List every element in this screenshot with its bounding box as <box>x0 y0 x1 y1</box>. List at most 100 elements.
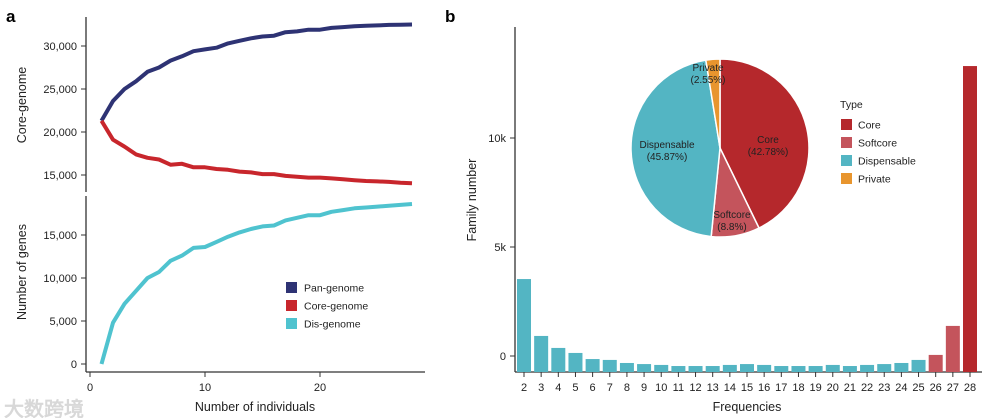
x-tick-label: 10 <box>655 382 667 394</box>
bar-21 <box>842 366 857 372</box>
y-tick-label: 5k <box>494 242 506 254</box>
y-tick-label: 15,000 <box>43 230 77 242</box>
x-tick-label: 24 <box>895 382 907 394</box>
pie-legend-label: Private <box>858 174 891 186</box>
bar-16 <box>757 364 772 372</box>
legend-label: Pan-genome <box>304 283 364 295</box>
x-tick-label: 11 <box>673 382 684 394</box>
pie-legend-title: Type <box>840 99 863 111</box>
series-line-dis-genome <box>99 202 413 365</box>
y-tick-label: 0 <box>71 359 77 371</box>
bar-9 <box>637 364 652 372</box>
x-tick-label: 19 <box>809 382 821 394</box>
x-tick-label: 10 <box>199 382 211 394</box>
x-tick-label: 28 <box>964 382 976 394</box>
pie-pct-core: (42.78%) <box>748 147 789 158</box>
pie-label-private: Private <box>692 63 724 74</box>
panel-label-a: a <box>6 7 16 26</box>
bar-20 <box>825 364 840 372</box>
pie-pct-private: (2.55%) <box>690 75 725 86</box>
x-tick-label: 13 <box>707 382 719 394</box>
legend-label: Dis-genome <box>304 319 361 331</box>
x-tick-label: 2 <box>521 382 527 394</box>
y-tick-label: 0 <box>500 351 506 363</box>
pie-slice-dispensable <box>630 59 721 238</box>
bar-14 <box>722 364 737 372</box>
bar-18 <box>791 366 806 372</box>
x-tick-label: 6 <box>590 382 596 394</box>
bar-28 <box>963 66 977 372</box>
x-tick-label: 22 <box>861 382 873 394</box>
bar-12 <box>688 366 703 372</box>
y-axis-title: Family number <box>465 159 479 242</box>
x-tick-label: 4 <box>555 382 561 394</box>
bar-15 <box>740 364 754 372</box>
series-line-pan-genome <box>99 22 413 122</box>
x-axis-title: Number of individuals <box>195 400 315 414</box>
y-tick-label: 5,000 <box>49 316 77 328</box>
x-tick-label: 15 <box>741 382 753 394</box>
pie-legend-label: Softcore <box>858 138 897 150</box>
bar-13 <box>705 366 720 372</box>
x-tick-label: 9 <box>641 382 647 394</box>
bar-24 <box>894 362 909 372</box>
pie-pct-dispensable: (45.87%) <box>647 152 688 163</box>
lower-y-axis-title: Number of genes <box>15 224 29 320</box>
bar-17 <box>774 366 789 372</box>
x-tick-label: 14 <box>724 382 736 394</box>
bar-22 <box>860 364 875 372</box>
pie-legend-swatch <box>841 137 852 148</box>
pie-pct-softcore: (8.8%) <box>717 222 746 233</box>
panel-b-pie-inset: Core(42.78%)Softcore(8.8%)Dispensable(45… <box>630 58 916 238</box>
x-tick-label: 5 <box>572 382 578 394</box>
pie-legend-swatch <box>841 155 852 166</box>
x-axis-title: Frequencies <box>713 400 782 414</box>
bar-26 <box>928 354 943 372</box>
series-line-core-genome <box>99 119 413 186</box>
bar-2 <box>517 279 531 372</box>
bar-5 <box>568 352 583 372</box>
panel-a-pangenome-curves: 15,000 20,000 25,000 30,000 0 5,000 10,000 15,0… <box>15 17 425 414</box>
y-tick-label: 15,000 <box>43 170 77 182</box>
x-tick-label: 23 <box>878 382 890 394</box>
bar-4 <box>551 347 566 372</box>
y-tick-label: 20,000 <box>43 127 77 139</box>
bar-7 <box>602 359 617 372</box>
pie-label-core: Core <box>757 135 779 146</box>
x-tick-label: 16 <box>758 382 770 394</box>
bar-19 <box>808 366 823 372</box>
x-tick-label: 12 <box>689 382 701 394</box>
x-tick-label: 0 <box>87 382 93 394</box>
x-tick-label: 20 <box>314 382 326 394</box>
x-tick-label: 25 <box>912 382 924 394</box>
x-tick-label: 3 <box>538 382 544 394</box>
bar-27 <box>945 325 960 372</box>
pie-label-dispensable: Dispensable <box>639 140 694 151</box>
watermark-logo: 大数跨境 <box>4 397 84 418</box>
bar-23 <box>877 364 892 372</box>
upper-y-axis-title: Core-genome <box>15 67 29 143</box>
x-tick-label: 8 <box>624 382 630 394</box>
x-tick-label: 17 <box>775 382 787 394</box>
y-tick-label: 25,000 <box>43 84 77 96</box>
bar-3 <box>534 335 549 372</box>
bar-6 <box>585 359 600 372</box>
pie-slice-core <box>719 58 810 230</box>
x-tick-label: 27 <box>947 382 959 394</box>
y-tick-label: 10,000 <box>43 273 77 285</box>
pie-label-softcore: Softcore <box>713 210 751 221</box>
y-tick-label: 10k <box>488 133 506 145</box>
pie-legend-label: Core <box>858 120 881 132</box>
legend-swatch <box>286 318 297 329</box>
pie-slice-private <box>704 58 721 149</box>
x-tick-label: 7 <box>607 382 613 394</box>
bar-25 <box>911 359 926 372</box>
bar-8 <box>619 362 634 372</box>
x-tick-label: 21 <box>844 382 856 394</box>
x-tick-label: 18 <box>792 382 804 394</box>
bar-11 <box>671 366 686 372</box>
pie-legend-swatch <box>841 119 852 130</box>
legend-swatch <box>286 300 297 311</box>
